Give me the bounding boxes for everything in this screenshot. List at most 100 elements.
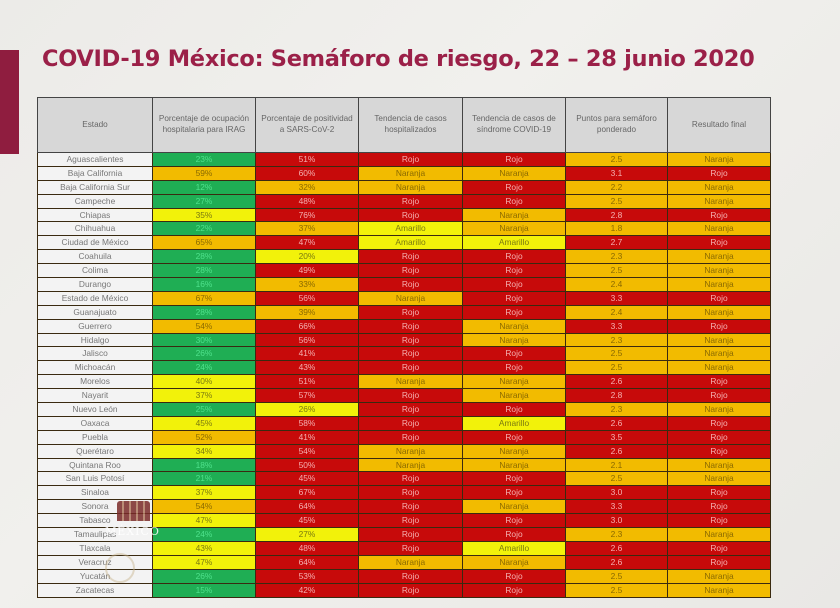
cell-ocupacion: 26%: [152, 568, 256, 584]
cell-tendencia-hospitalizados: Rojo: [358, 415, 463, 431]
cell-tendencia-sindrome: Amarillo: [462, 235, 566, 251]
table-row: Oaxaca 45% 58% Rojo Amarillo 2.6 Rojo: [37, 415, 771, 431]
cell-ocupacion: 22%: [152, 221, 256, 237]
cell-tendencia-sindrome: Naranja: [462, 457, 566, 473]
cell-tendencia-sindrome: Rojo: [462, 193, 566, 209]
table-row: Tabasco 47% 45% Rojo Rojo 3.0 Rojo: [37, 513, 771, 529]
cell-puntos: 3.1: [565, 165, 668, 181]
cell-puntos: 2.5: [565, 568, 668, 584]
cell-resultado: Rojo: [667, 290, 771, 306]
cell-puntos: 2.3: [565, 332, 668, 348]
cell-tendencia-sindrome: Naranja: [462, 499, 566, 515]
cell-puntos: 2.2: [565, 179, 668, 195]
cell-resultado: Naranja: [667, 304, 771, 320]
cell-tendencia-sindrome: Naranja: [462, 332, 566, 348]
cell-positividad: 32%: [255, 179, 359, 195]
header-puntos: Puntos para semáforo ponderado: [565, 97, 668, 153]
cell-ocupacion: 40%: [152, 374, 256, 390]
cell-resultado: Naranja: [667, 346, 771, 362]
cell-resultado: Naranja: [667, 263, 771, 279]
cell-positividad: 45%: [255, 471, 359, 487]
cell-tendencia-hospitalizados: Rojo: [358, 582, 463, 598]
cell-tendencia-sindrome: Rojo: [462, 277, 566, 292]
cell-positividad: 60%: [255, 165, 359, 181]
cell-positividad: 56%: [255, 290, 359, 306]
cell-tendencia-hospitalizados: Rojo: [358, 193, 463, 209]
cell-positividad: 39%: [255, 304, 359, 320]
cell-puntos: 3.3: [565, 318, 668, 334]
cell-puntos: 3.3: [565, 290, 668, 306]
cell-positividad: 37%: [255, 221, 359, 237]
cell-puntos: 2.5: [565, 471, 668, 487]
cell-estado: Puebla: [37, 429, 153, 445]
cell-resultado: Naranja: [667, 179, 771, 195]
slide-title: COVID-19 México: Semáforo de riesgo, 22 …: [42, 46, 755, 72]
cell-ocupacion: 30%: [152, 332, 256, 348]
cell-resultado: Rojo: [667, 429, 771, 445]
cell-tendencia-hospitalizados: Rojo: [358, 527, 463, 542]
cell-ocupacion: 21%: [152, 471, 256, 487]
cell-puntos: 2.7: [565, 235, 668, 251]
table-row: Durango 16% 33% Rojo Rojo 2.4 Naranja: [37, 277, 771, 292]
header-estado: Estado: [37, 97, 153, 153]
table-row: Guerrero 54% 66% Rojo Naranja 3.3 Rojo: [37, 318, 771, 334]
cell-tendencia-hospitalizados: Rojo: [358, 402, 463, 417]
cell-positividad: 50%: [255, 457, 359, 473]
cell-tendencia-sindrome: Rojo: [462, 527, 566, 542]
cell-estado: Nayarit: [37, 388, 153, 404]
table-row: Zacatecas 15% 42% Rojo Rojo 2.5 Naranja: [37, 582, 771, 598]
cell-positividad: 53%: [255, 568, 359, 584]
table-row: Quintana Roo 18% 50% Naranja Naranja 2.1 Naran…: [37, 457, 771, 473]
cell-positividad: 67%: [255, 485, 359, 501]
cell-resultado: Rojo: [667, 165, 771, 181]
cell-puntos: 2.5: [565, 152, 668, 167]
cell-tendencia-hospitalizados: Naranja: [358, 457, 463, 473]
cell-tendencia-hospitalizados: Rojo: [358, 360, 463, 376]
cell-tendencia-sindrome: Naranja: [462, 554, 566, 570]
cell-resultado: Rojo: [667, 499, 771, 515]
cell-tendencia-sindrome: Rojo: [462, 249, 566, 265]
table-row: Puebla 52% 41% Rojo Rojo 3.5 Rojo: [37, 429, 771, 445]
cell-tendencia-sindrome: Naranja: [462, 165, 566, 181]
cell-tendencia-hospitalizados: Rojo: [358, 277, 463, 292]
cell-ocupacion: 23%: [152, 152, 256, 167]
cell-ocupacion: 25%: [152, 402, 256, 417]
cell-tendencia-sindrome: Rojo: [462, 402, 566, 417]
cell-tendencia-hospitalizados: Rojo: [358, 318, 463, 334]
cell-ocupacion: 16%: [152, 277, 256, 292]
cell-positividad: 42%: [255, 582, 359, 598]
table-row: Guanajuato 28% 39% Rojo Rojo 2.4 Naranja: [37, 304, 771, 320]
cell-ocupacion: 47%: [152, 513, 256, 529]
table-row: Sonora 54% 64% Rojo Naranja 3.3 Rojo: [37, 499, 771, 515]
cell-ocupacion: 26%: [152, 346, 256, 362]
cell-ocupacion: 18%: [152, 457, 256, 473]
cell-estado: Michoacán: [37, 360, 153, 376]
cell-tendencia-hospitalizados: Rojo: [358, 207, 463, 223]
cell-estado: Baja California Sur: [37, 179, 153, 195]
cell-puntos: 2.3: [565, 527, 668, 542]
cell-tendencia-sindrome: Rojo: [462, 346, 566, 362]
cell-puntos: 2.5: [565, 582, 668, 598]
cell-estado: Guerrero: [37, 318, 153, 334]
cell-tendencia-sindrome: Naranja: [462, 318, 566, 334]
table-header-row: Estado Porcentaje de ocupación hospitala…: [37, 97, 771, 153]
cell-positividad: 47%: [255, 235, 359, 251]
cell-estado: Chiapas: [37, 207, 153, 223]
cell-tendencia-hospitalizados: Naranja: [358, 554, 463, 570]
cell-tendencia-sindrome: Rojo: [462, 263, 566, 279]
cell-puntos: 3.0: [565, 485, 668, 501]
cell-ocupacion: 37%: [152, 485, 256, 501]
cell-puntos: 2.5: [565, 360, 668, 376]
cell-estado: Querétaro: [37, 443, 153, 459]
cell-tendencia-hospitalizados: Naranja: [358, 443, 463, 459]
cell-ocupacion: 67%: [152, 290, 256, 306]
table-row: Tlaxcala 43% 48% Rojo Amarillo 2.6 Rojo: [37, 540, 771, 556]
cell-positividad: 64%: [255, 499, 359, 515]
cell-puntos: 1.8: [565, 221, 668, 237]
cell-resultado: Naranja: [667, 193, 771, 209]
cell-tendencia-sindrome: Rojo: [462, 179, 566, 195]
cell-resultado: Rojo: [667, 554, 771, 570]
cell-estado: Zacatecas: [37, 582, 153, 598]
accent-bar: [0, 50, 19, 154]
table-row: Aguascalientes 23% 51% Rojo Rojo 2.5 Naranja: [37, 152, 771, 167]
